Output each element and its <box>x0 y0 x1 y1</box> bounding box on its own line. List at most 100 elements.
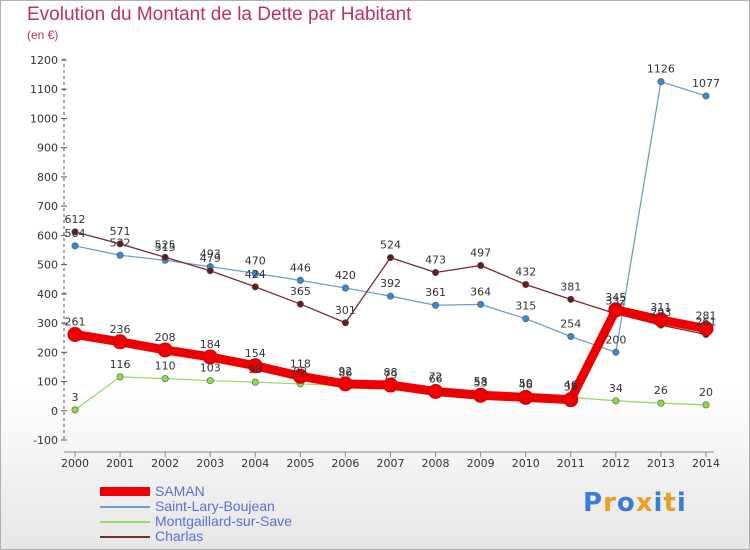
legend-label-montgaillard-sur-save: Montgaillard-sur-Save <box>155 513 292 529</box>
data-label-montgaillard-sur-save: 26 <box>654 384 668 397</box>
data-label-saman: 88 <box>384 366 398 379</box>
y-tick-label: 1000 <box>30 112 58 125</box>
data-label-charlas: 524 <box>380 239 401 252</box>
x-tick-label: 2002 <box>151 457 179 470</box>
data-label-montgaillard-sur-save: 79 <box>384 369 398 382</box>
data-point-saint-lary-boujean <box>251 269 259 277</box>
logo-letter: P <box>583 488 604 518</box>
proxiti-logo: Proxiti <box>583 488 687 518</box>
data-label-charlas: 261 <box>696 315 717 328</box>
data-point-montgaillard-sur-save <box>206 377 214 385</box>
x-tick-label: 2007 <box>377 457 405 470</box>
data-label-saman: 281 <box>696 310 717 323</box>
logo-letter: r <box>603 488 617 518</box>
data-label-montgaillard-sur-save: 72 <box>429 371 443 384</box>
data-point-charlas <box>161 253 169 261</box>
data-label-saman: 208 <box>155 331 176 344</box>
data-point-charlas <box>296 300 304 308</box>
data-point-saman <box>112 334 128 350</box>
data-point-saman <box>428 383 444 399</box>
data-label-montgaillard-sur-save: 86 <box>338 367 352 380</box>
data-point-charlas <box>477 261 485 269</box>
data-label-montgaillard-sur-save: 46 <box>564 378 578 391</box>
data-label-saint-lary-boujean: 446 <box>290 261 311 274</box>
data-label-charlas: 497 <box>470 246 491 259</box>
x-tick-label: 2011 <box>557 457 585 470</box>
data-point-saint-lary-boujean <box>567 333 575 341</box>
data-label-saint-lary-boujean: 493 <box>200 248 221 261</box>
data-point-montgaillard-sur-save <box>612 397 620 405</box>
data-label-charlas: 479 <box>200 252 221 265</box>
data-point-montgaillard-sur-save <box>71 406 79 414</box>
data-point-saman <box>247 358 263 374</box>
data-label-charlas: 525 <box>155 238 176 251</box>
data-label-charlas: 293 <box>650 306 671 319</box>
data-label-charlas: 432 <box>515 265 536 278</box>
data-point-saman <box>383 377 398 393</box>
data-label-charlas: 301 <box>335 304 356 317</box>
data-point-saman <box>202 349 218 365</box>
data-point-saman <box>518 389 534 405</box>
data-label-montgaillard-sur-save: 58 <box>474 375 488 388</box>
data-point-saman <box>337 376 353 392</box>
data-point-saman <box>698 321 714 337</box>
data-label-saman: 261 <box>65 315 86 328</box>
x-tick-label: 2009 <box>467 457 495 470</box>
data-point-charlas <box>386 254 394 262</box>
data-label-montgaillard-sur-save: 103 <box>200 362 221 375</box>
data-label-saman: 46 <box>519 378 533 391</box>
y-tick-label: 400 <box>37 288 58 301</box>
data-label-saint-lary-boujean: 420 <box>335 269 356 282</box>
data-label-montgaillard-sur-save: 34 <box>609 382 623 395</box>
y-tick-label: 100 <box>37 376 58 389</box>
y-tick-label: 600 <box>37 229 58 242</box>
data-point-saman <box>292 368 308 384</box>
data-point-saint-lary-boujean <box>477 300 485 308</box>
x-tick-label: 2013 <box>647 457 675 470</box>
data-point-charlas <box>116 240 124 248</box>
data-label-saman: 236 <box>110 323 131 336</box>
data-label-saint-lary-boujean: 254 <box>560 318 581 331</box>
data-point-montgaillard-sur-save <box>702 401 710 409</box>
data-label-montgaillard-sur-save: 20 <box>699 386 713 399</box>
data-label-montgaillard-sur-save: 110 <box>155 360 176 373</box>
data-point-saman <box>157 342 173 358</box>
data-point-montgaillard-sur-save <box>116 373 124 381</box>
data-point-saint-lary-boujean <box>386 292 394 300</box>
x-tick-label: 2010 <box>512 457 540 470</box>
data-point-saint-lary-boujean <box>432 301 440 309</box>
data-label-charlas: 381 <box>560 280 581 293</box>
data-label-saint-lary-boujean: 364 <box>470 285 491 298</box>
x-tick-label: 2003 <box>196 457 224 470</box>
data-label-saint-lary-boujean: 1077 <box>692 77 720 90</box>
data-point-saint-lary-boujean <box>612 348 620 356</box>
y-tick-label: 300 <box>37 317 58 330</box>
y-tick-label: 900 <box>37 142 58 155</box>
data-label-montgaillard-sur-save: 92 <box>293 365 307 378</box>
data-label-saman: 184 <box>200 338 221 351</box>
y-tick-label: 200 <box>37 346 58 359</box>
unit-label: (en €) <box>27 28 59 42</box>
legend-swatch-saman <box>100 487 150 496</box>
data-label-saman: 345 <box>605 291 626 304</box>
data-point-saman <box>653 312 669 328</box>
y-tick-label: 1100 <box>30 83 58 96</box>
data-point-saint-lary-boujean <box>71 242 79 250</box>
data-label-montgaillard-sur-save: 50 <box>519 377 533 390</box>
data-point-charlas <box>251 283 259 291</box>
x-tick-label: 2008 <box>422 457 450 470</box>
data-point-charlas <box>522 280 530 288</box>
legend-label-saman: SAMAN <box>155 483 205 499</box>
logo-letter: x <box>635 488 654 518</box>
data-point-charlas <box>71 228 79 236</box>
data-label-saint-lary-boujean: 361 <box>425 286 446 299</box>
x-tick-label: 2006 <box>331 457 359 470</box>
data-point-saint-lary-boujean <box>657 78 665 86</box>
data-label-charlas: 571 <box>110 225 131 238</box>
data-label-saint-lary-boujean: 315 <box>515 300 536 313</box>
data-label-saman: 38 <box>564 381 578 394</box>
data-point-charlas <box>341 319 349 327</box>
data-point-charlas <box>206 267 214 275</box>
